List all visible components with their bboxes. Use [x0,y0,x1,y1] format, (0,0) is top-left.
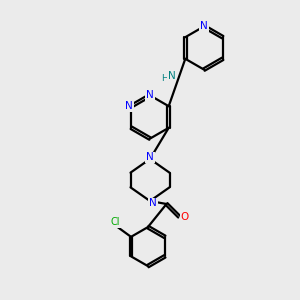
Text: N: N [168,71,176,81]
Text: H: H [161,74,168,83]
Text: N: N [146,90,154,100]
Text: O: O [180,212,189,222]
Text: Cl: Cl [110,218,120,227]
Text: N: N [146,152,154,163]
Text: N: N [149,198,157,208]
Text: N: N [200,21,208,32]
Text: N: N [125,101,133,111]
